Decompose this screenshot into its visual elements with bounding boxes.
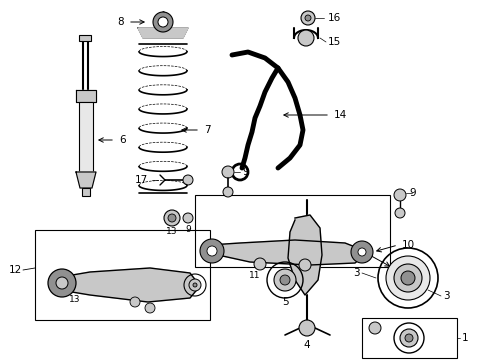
Text: 10: 10 [402,240,415,250]
Circle shape [183,175,193,185]
Circle shape [183,213,193,223]
Circle shape [48,269,76,297]
Circle shape [130,297,140,307]
Text: 15: 15 [328,37,341,47]
Polygon shape [76,90,96,102]
Bar [362,318,457,358]
Circle shape [189,279,201,291]
Circle shape [153,12,173,32]
Circle shape [223,187,233,197]
Circle shape [200,239,224,263]
Text: 11: 11 [249,270,261,279]
Text: 3: 3 [443,291,450,301]
Bar [82,188,90,196]
Text: 11: 11 [302,270,314,279]
Bar [35,230,210,320]
Circle shape [394,189,406,201]
Bar [79,102,93,172]
Circle shape [401,271,415,285]
Circle shape [301,11,315,25]
Circle shape [298,30,314,46]
Text: 1: 1 [462,333,468,343]
Circle shape [274,269,296,291]
Circle shape [254,258,266,270]
Text: 7: 7 [204,125,211,135]
Text: 9: 9 [242,167,248,177]
Text: 14: 14 [334,110,347,120]
Circle shape [394,264,422,292]
Circle shape [168,214,176,222]
Polygon shape [138,28,188,38]
Circle shape [158,17,168,27]
Circle shape [395,208,405,218]
Polygon shape [76,172,96,188]
Circle shape [164,210,180,226]
Circle shape [280,275,290,285]
Text: 3: 3 [353,268,360,278]
Text: 9: 9 [185,225,191,234]
Bar [195,195,390,267]
Circle shape [400,329,418,347]
Text: 5: 5 [282,297,288,307]
Circle shape [358,248,366,256]
Circle shape [222,166,234,178]
Circle shape [193,283,197,287]
Circle shape [145,303,155,313]
Text: 9: 9 [410,188,416,198]
Polygon shape [288,215,322,295]
Circle shape [386,256,430,300]
Polygon shape [210,240,368,265]
Polygon shape [52,268,200,302]
Circle shape [299,320,315,336]
Text: 8: 8 [118,17,124,27]
Text: 4: 4 [304,340,310,350]
Circle shape [207,246,217,256]
Text: 17: 17 [135,175,148,185]
Text: 16: 16 [328,13,341,23]
Circle shape [305,15,311,21]
Circle shape [351,241,373,263]
Circle shape [299,259,311,271]
Bar [79,35,91,41]
Text: 13: 13 [69,296,81,305]
Text: 12: 12 [9,265,22,275]
Circle shape [405,334,413,342]
Circle shape [56,277,68,289]
Circle shape [369,322,381,334]
Text: 2: 2 [355,248,362,258]
Text: 13: 13 [166,228,178,237]
Text: 6: 6 [119,135,125,145]
